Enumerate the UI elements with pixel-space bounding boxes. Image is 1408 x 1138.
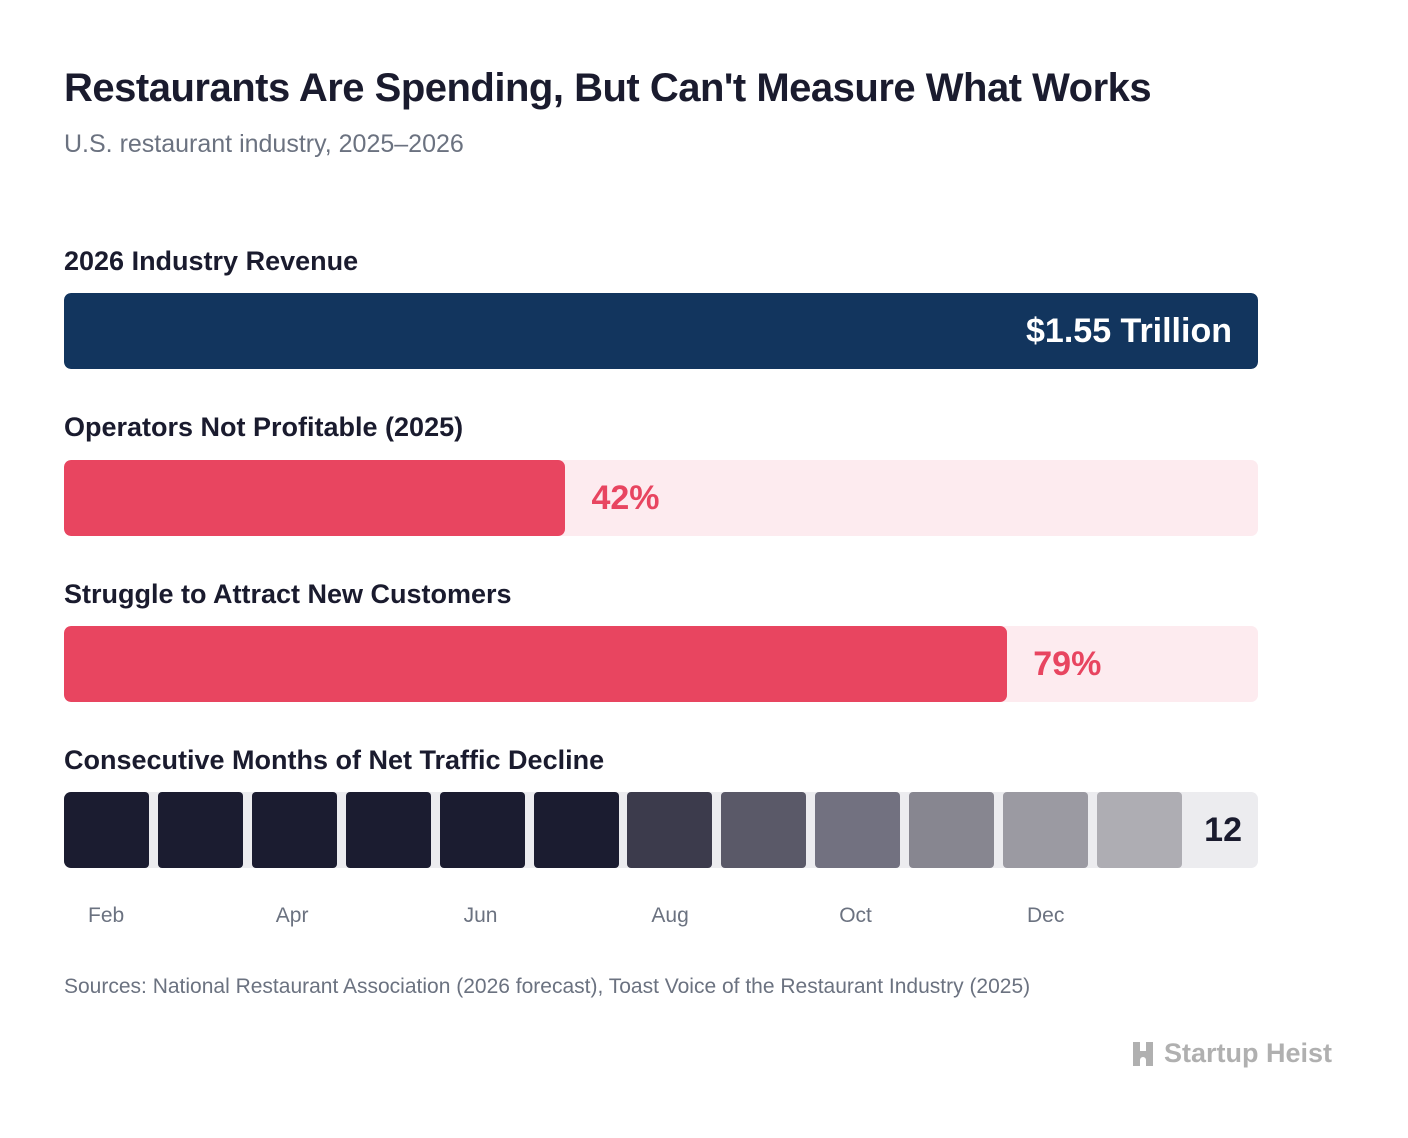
month-block (157, 792, 243, 868)
attract-customers-bar (64, 626, 1008, 702)
traffic-decline-value: 12 (1204, 811, 1242, 849)
logo-icon (1133, 1041, 1153, 1066)
attract-customers-track: 79% (64, 626, 1258, 702)
revenue-bar (64, 293, 1258, 369)
month-block (345, 792, 431, 868)
month-block (1003, 792, 1088, 868)
logo-text: Startup Heist (1164, 1038, 1333, 1068)
revenue-track: $1.55 Trillion (64, 293, 1258, 369)
month-tick-label: Feb (88, 904, 125, 927)
month-tick-label: Dec (1027, 904, 1065, 927)
traffic-decline-label: Consecutive Months of Net Traffic Declin… (64, 745, 605, 775)
chart-title: Restaurants Are Spending, But Can't Meas… (64, 66, 1152, 110)
month-tick-label: Apr (275, 904, 309, 927)
month-block (439, 792, 525, 868)
month-block (721, 792, 807, 868)
not-profitable-label: Operators Not Profitable (2025) (64, 412, 464, 442)
month-tick-label: Oct (839, 904, 872, 927)
month-block (251, 792, 337, 868)
month-block (64, 792, 149, 868)
startup-heist-logo: Startup Heist (1130, 1038, 1332, 1069)
month-block (627, 792, 713, 868)
chart-subtitle: U.S. restaurant industry, 2025–2026 (64, 130, 464, 158)
month-block (815, 792, 901, 868)
revenue-label: 2026 Industry Revenue (64, 246, 359, 276)
sources-note: Sources: National Restaurant Association… (64, 975, 1031, 998)
month-tick-label: Jun (463, 904, 498, 927)
not-profitable-value: 42% (591, 479, 660, 517)
month-block (1096, 792, 1182, 868)
not-profitable-bar (64, 460, 566, 536)
month-block (909, 792, 995, 868)
month-tick-label: Aug (651, 904, 689, 927)
month-block (533, 792, 619, 868)
revenue-value: $1.55 Trillion (1026, 312, 1232, 350)
attract-customers-label: Struggle to Attract New Customers (64, 579, 512, 609)
not-profitable-track: 42% (64, 460, 1258, 536)
attract-customers-value: 79% (1033, 645, 1102, 683)
traffic-decline-track: 12 (64, 792, 1258, 868)
